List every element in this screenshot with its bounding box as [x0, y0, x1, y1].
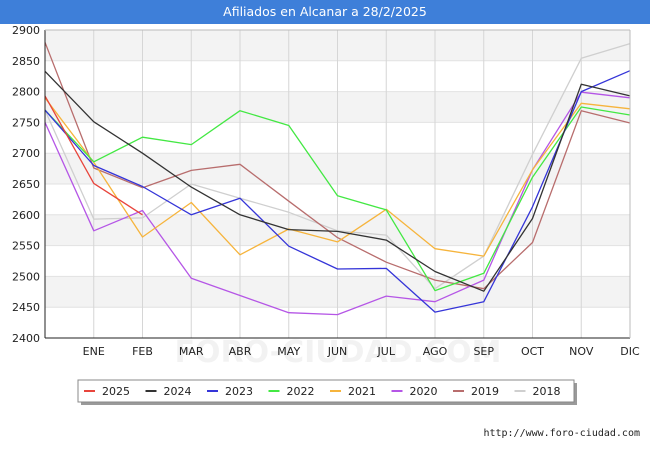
x-tick-label: AGO: [423, 345, 448, 358]
legend-box: [77, 379, 575, 403]
series-line-2024: [44, 70, 631, 292]
y-axis-tick-labels: 2400 2450 2500 2550 2600 2650 2700 2750 2800 2850…: [12, 24, 40, 345]
x-tick-label: JUL: [377, 345, 396, 358]
series-line-2021: [44, 97, 631, 257]
legend-label-2023: 2023: [225, 385, 253, 398]
x-tick-label: MAR: [179, 345, 204, 358]
x-tick-label: JUN: [327, 345, 348, 358]
y-tick-label: 2450: [12, 301, 40, 314]
chart-title: Afiliados en Alcanar a 28/2/2025: [0, 0, 650, 24]
series-line-2019: [44, 42, 631, 290]
legend-label-2018: 2018: [533, 385, 561, 398]
series-lines: [44, 42, 631, 316]
series-line-2023: [44, 70, 631, 313]
y-tick-label: 2850: [12, 55, 40, 68]
y-tick-label: 2400: [12, 332, 40, 345]
y-tick-label: 2750: [12, 116, 40, 129]
y-tick-label: 2650: [12, 178, 40, 191]
legend-label-2020: 2020: [410, 385, 438, 398]
axes: [44, 29, 631, 339]
legend-label-2019: 2019: [471, 385, 499, 398]
x-tick-label: MAY: [277, 345, 300, 358]
x-tick-label: SEP: [473, 345, 494, 358]
y-tick-label: 2500: [12, 270, 40, 283]
watermark: FORO-CIUDAD.COM: [175, 335, 502, 370]
y-tick-label: 2700: [12, 147, 40, 160]
x-tick-label: NOV: [569, 345, 594, 358]
y-tick-label: 2900: [12, 24, 40, 37]
x-tick-label: ENE: [83, 345, 105, 358]
series-line-2025: [44, 95, 143, 216]
legend-label-2024: 2024: [164, 385, 192, 398]
x-axis-tick-labels: ENE FEB MAR ABR MAY JUN JUL AGO SEP OCT NOV DIC: [83, 345, 640, 358]
y-tick-label: 2800: [12, 86, 40, 99]
legend-label-2025: 2025: [102, 385, 130, 398]
y-tick-label: 2600: [12, 209, 40, 222]
x-tick-label: FEB: [132, 345, 153, 358]
legend-label-2021: 2021: [348, 385, 376, 398]
x-tick-label: DIC: [620, 345, 640, 358]
x-tick-label: ABR: [229, 345, 252, 358]
series-line-2022: [44, 106, 631, 292]
legend: 2025 2024 2023 2022 2021 2020 2019 2018: [77, 379, 577, 405]
y-tick-label: 2550: [12, 240, 40, 253]
x-tick-label: OCT: [521, 345, 544, 358]
legend-label-2022: 2022: [287, 385, 315, 398]
source-credit: http://www.foro-ciudad.com: [483, 428, 640, 439]
